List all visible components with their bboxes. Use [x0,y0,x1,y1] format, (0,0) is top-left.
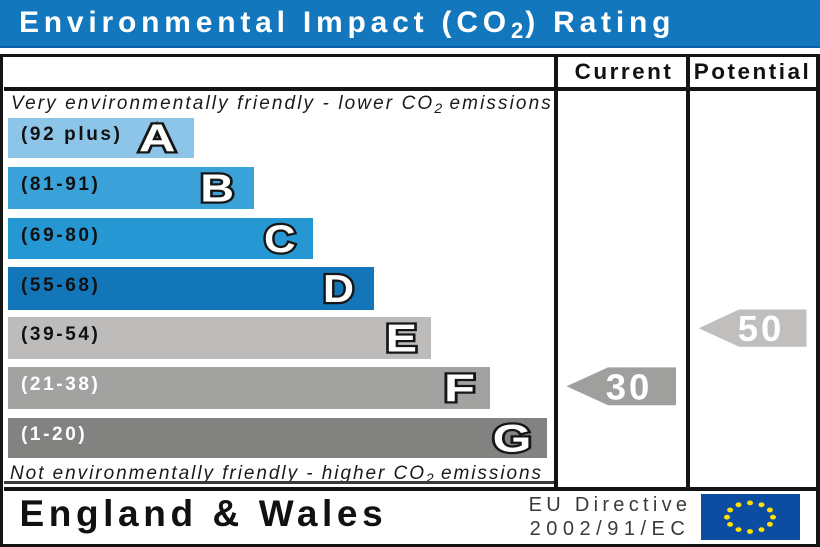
svg-text:D: D [323,267,354,311]
svg-text:50: 50 [738,308,785,349]
svg-text:C: C [264,217,296,260]
svg-text:G: G [493,417,532,461]
svg-text:B: B [200,167,234,210]
svg-text:A: A [139,116,176,160]
svg-text:30: 30 [606,367,653,408]
svg-text:F: F [444,366,475,410]
svg-text:E: E [386,317,417,360]
